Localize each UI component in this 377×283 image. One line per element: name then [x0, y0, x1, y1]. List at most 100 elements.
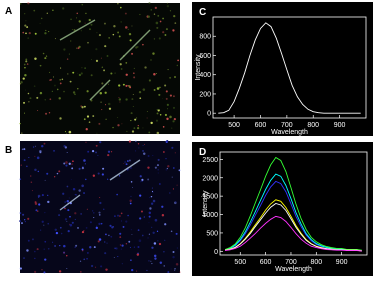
speck — [93, 246, 96, 249]
speck — [173, 15, 176, 18]
speck — [97, 172, 100, 175]
speck — [19, 212, 22, 214]
speck — [71, 167, 74, 170]
speck — [76, 47, 78, 49]
speck — [159, 20, 162, 23]
speck — [41, 269, 43, 271]
speck — [79, 260, 82, 262]
speck — [72, 187, 76, 191]
speck — [89, 28, 91, 31]
y-tick-label: 400 — [199, 72, 211, 79]
speck — [156, 112, 159, 115]
speck — [147, 15, 150, 18]
speck — [34, 145, 36, 147]
speck — [33, 85, 36, 87]
speck — [118, 96, 120, 99]
speck — [37, 110, 39, 112]
speck — [19, 122, 21, 125]
speck — [175, 232, 178, 235]
speck — [108, 234, 110, 237]
speck — [68, 53, 70, 55]
speck — [167, 69, 169, 71]
speck — [154, 218, 158, 222]
speck — [85, 12, 87, 15]
speck — [84, 22, 86, 24]
speck — [62, 192, 65, 195]
speck — [127, 85, 129, 87]
speck — [99, 141, 102, 144]
speck — [27, 2, 30, 5]
speck — [25, 60, 28, 63]
speck — [108, 83, 110, 85]
speck — [133, 76, 136, 79]
x-axis-label: Wavelength — [275, 266, 312, 273]
speck — [19, 83, 21, 85]
speck — [77, 88, 79, 90]
speck — [98, 238, 102, 241]
speck — [139, 175, 142, 178]
speck — [149, 197, 151, 199]
spectrum-line — [224, 173, 362, 252]
speck — [161, 205, 164, 208]
speck — [24, 112, 26, 114]
speck — [98, 222, 101, 226]
speck — [21, 132, 23, 134]
speck — [150, 9, 153, 11]
speck — [47, 200, 50, 204]
speck — [148, 215, 151, 218]
speck — [117, 214, 120, 217]
y-tick-label: 0 — [214, 249, 218, 256]
speck — [38, 196, 39, 198]
speck — [22, 31, 25, 34]
speck — [155, 21, 159, 25]
speck — [19, 3, 22, 5]
speck — [129, 166, 132, 170]
speck — [34, 250, 36, 253]
plot-frame — [219, 151, 368, 256]
y-tick-label: 200 — [199, 91, 211, 98]
panel-d-background — [192, 142, 373, 276]
speck — [172, 120, 175, 123]
speck — [37, 170, 40, 173]
speck — [120, 212, 123, 215]
speck — [124, 161, 127, 164]
speck — [119, 236, 122, 239]
speck — [69, 223, 71, 225]
speck — [59, 82, 62, 85]
speck — [97, 240, 100, 243]
speck — [172, 29, 175, 32]
speck — [80, 30, 82, 32]
speck — [106, 242, 108, 244]
speck — [83, 230, 85, 232]
speck — [43, 271, 46, 274]
speck — [44, 57, 47, 60]
y-tick-label: 2500 — [202, 157, 218, 164]
speck — [153, 38, 156, 40]
speck — [48, 112, 51, 114]
speck — [39, 91, 43, 95]
x-axis-label: Wavelength — [271, 129, 308, 136]
speck — [164, 84, 167, 87]
speck — [132, 106, 134, 107]
speck — [46, 172, 49, 175]
speck — [166, 139, 169, 143]
speck — [109, 224, 112, 227]
speck — [157, 158, 160, 161]
speck — [32, 238, 34, 241]
speck — [99, 197, 101, 198]
speck — [120, 68, 123, 70]
speck — [173, 76, 177, 79]
speck — [78, 73, 82, 77]
speck — [81, 248, 84, 251]
speck — [118, 84, 121, 87]
speck — [125, 243, 128, 245]
speck — [63, 90, 65, 93]
speck — [119, 215, 121, 217]
speck — [66, 185, 69, 188]
speck — [152, 154, 154, 157]
speck — [110, 235, 113, 238]
speck — [101, 82, 104, 85]
speck — [44, 240, 47, 243]
speck — [100, 265, 103, 268]
speck — [162, 31, 165, 34]
